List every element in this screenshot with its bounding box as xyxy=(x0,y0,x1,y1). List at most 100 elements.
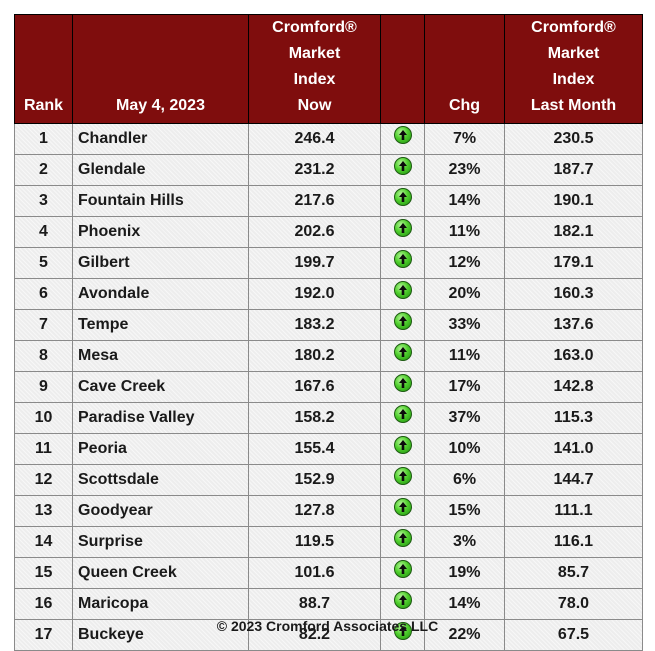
index-now-value: 246.4 xyxy=(294,130,335,147)
chg-value: 20% xyxy=(448,285,481,302)
header-now-line: Index xyxy=(293,71,336,88)
index-now-value: 167.6 xyxy=(294,378,335,395)
index-now-value: 199.7 xyxy=(294,254,335,271)
index-now-value: 192.0 xyxy=(294,285,335,302)
index-last-month-cell: 144.7 xyxy=(504,464,643,496)
rank-cell: 1 xyxy=(14,123,73,155)
index-now-cell: 101.6 xyxy=(248,557,381,589)
trend-cell xyxy=(380,495,425,527)
index-last-month-cell: 187.7 xyxy=(504,154,643,186)
header-rank: Rank xyxy=(14,14,73,124)
green-up-arrow-icon xyxy=(393,436,412,454)
city-name: Mesa xyxy=(78,347,119,364)
index-last-month-cell: 160.3 xyxy=(504,278,643,310)
chg-cell: 19% xyxy=(424,557,505,589)
trend-cell xyxy=(380,247,425,279)
chg-value: 19% xyxy=(448,564,481,581)
trend-cell xyxy=(380,464,425,496)
index-now-value: 88.7 xyxy=(298,595,331,612)
index-now-value: 152.9 xyxy=(294,471,335,488)
index-now-value: 101.6 xyxy=(294,564,335,581)
trend-cell xyxy=(380,557,425,589)
chg-value: 10% xyxy=(448,440,481,457)
index-now-cell: 127.8 xyxy=(248,495,381,527)
rank-value: 8 xyxy=(39,347,48,364)
trend-cell xyxy=(380,340,425,372)
table-row: 6 Avondale 192.0 20% 160.3 xyxy=(14,278,643,310)
green-up-arrow-icon xyxy=(393,250,412,268)
index-last-month-value: 78.0 xyxy=(557,595,590,612)
index-last-month-value: 111.1 xyxy=(554,502,593,519)
rank-value: 16 xyxy=(34,595,53,612)
trend-cell xyxy=(380,123,425,155)
index-now-cell: 231.2 xyxy=(248,154,381,186)
table-row: 11 Peoria 155.4 10% 141.0 xyxy=(14,433,643,465)
table-row: 3 Fountain Hills 217.6 14% 190.1 xyxy=(14,185,643,217)
index-now-value: 127.8 xyxy=(294,502,335,519)
chg-cell: 10% xyxy=(424,433,505,465)
green-up-arrow-icon xyxy=(393,343,412,361)
city-name: Tempe xyxy=(78,316,129,333)
city-name: Paradise Valley xyxy=(78,409,195,426)
city-name: Queen Creek xyxy=(78,564,177,581)
rank-cell: 10 xyxy=(14,402,73,434)
chg-cell: 7% xyxy=(424,123,505,155)
green-up-arrow-icon xyxy=(393,281,412,299)
city-name: Scottsdale xyxy=(78,471,159,488)
table-row: 15 Queen Creek 101.6 19% 85.7 xyxy=(14,557,643,589)
green-up-arrow-icon xyxy=(393,188,412,206)
trend-cell xyxy=(380,309,425,341)
index-now-value: 183.2 xyxy=(294,316,335,333)
header-index-now: Cromford® Market Index Now xyxy=(248,14,381,124)
chg-cell: 37% xyxy=(424,402,505,434)
index-last-month-cell: 163.0 xyxy=(504,340,643,372)
rank-cell: 13 xyxy=(14,495,73,527)
index-now-cell: 167.6 xyxy=(248,371,381,403)
chg-value: 22% xyxy=(448,626,481,643)
header-last-line: Cromford® xyxy=(531,19,616,36)
index-last-month-value: 115.3 xyxy=(553,409,594,426)
index-now-value: 202.6 xyxy=(294,223,335,240)
rank-cell: 12 xyxy=(14,464,73,496)
index-now-value: 82.2 xyxy=(298,626,331,643)
index-last-month-value: 141.0 xyxy=(553,440,594,457)
rank-value: 1 xyxy=(39,130,48,147)
chg-value: 12% xyxy=(448,254,481,271)
rank-value: 12 xyxy=(34,471,53,488)
table-row: 13 Goodyear 127.8 15% 111.1 xyxy=(14,495,643,527)
index-now-value: 217.6 xyxy=(294,192,335,209)
city-cell: Cave Creek xyxy=(72,371,249,403)
city-name: Maricopa xyxy=(78,595,149,612)
rank-value: 7 xyxy=(39,316,48,333)
city-cell: Maricopa xyxy=(72,588,249,620)
index-now-value: 119.5 xyxy=(294,533,335,550)
rank-value: 5 xyxy=(39,254,48,271)
rank-cell: 6 xyxy=(14,278,73,310)
trend-cell xyxy=(380,588,425,620)
green-up-arrow-icon xyxy=(393,467,412,485)
rank-cell: 5 xyxy=(14,247,73,279)
table-row: 14 Surprise 119.5 3% 116.1 xyxy=(14,526,643,558)
chg-cell: 12% xyxy=(424,247,505,279)
chg-cell: 33% xyxy=(424,309,505,341)
market-index-table: Rank May 4, 2023 Cromford® Market Index … xyxy=(14,14,643,651)
table-row: 5 Gilbert 199.7 12% 179.1 xyxy=(14,247,643,279)
index-last-month-value: 116.1 xyxy=(553,533,594,550)
index-last-month-value: 137.6 xyxy=(553,316,594,333)
trend-cell xyxy=(380,371,425,403)
trend-cell xyxy=(380,278,425,310)
green-up-arrow-icon xyxy=(393,405,412,423)
city-cell: Tempe xyxy=(72,309,249,341)
rank-value: 17 xyxy=(34,626,53,643)
copyright-footer: © 2023 Cromford Associates LLC xyxy=(216,618,439,634)
index-last-month-cell: 116.1 xyxy=(504,526,643,558)
rank-cell: 14 xyxy=(14,526,73,558)
index-last-month-cell: 78.0 xyxy=(504,588,643,620)
rank-value: 4 xyxy=(39,223,48,240)
chg-value: 6% xyxy=(452,471,477,488)
city-cell: Peoria xyxy=(72,433,249,465)
index-now-cell: 192.0 xyxy=(248,278,381,310)
index-last-month-value: 85.7 xyxy=(557,564,590,581)
chg-cell: 23% xyxy=(424,154,505,186)
table-row: 4 Phoenix 202.6 11% 182.1 xyxy=(14,216,643,248)
